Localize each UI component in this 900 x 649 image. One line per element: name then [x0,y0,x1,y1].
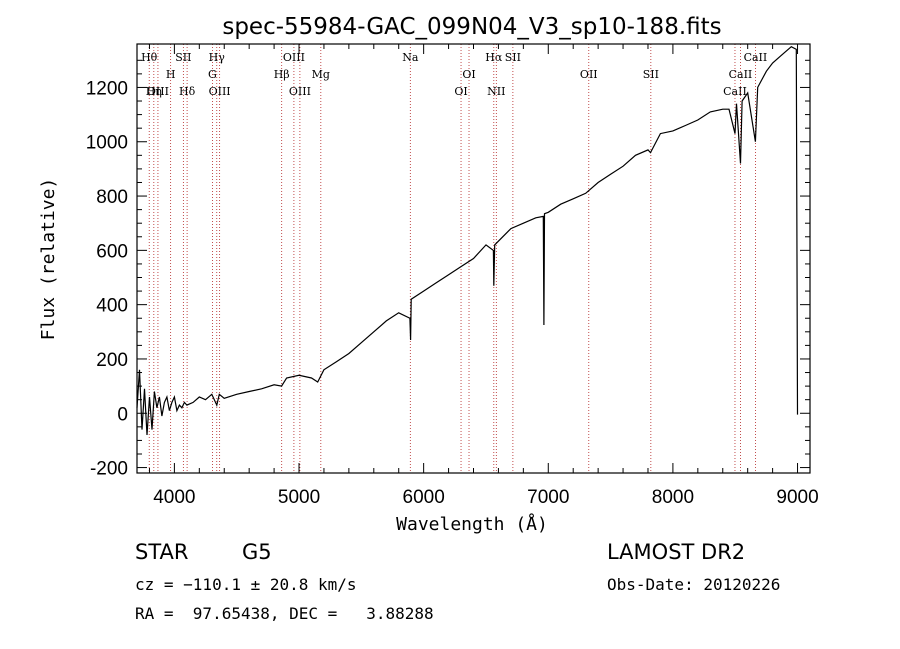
x-axis-label: Wavelength (Å) [396,513,548,535]
line-label: Hδ [179,85,196,98]
line-label: OIII [147,85,169,98]
line-label: SII [643,68,659,81]
line-label: NII [487,85,505,98]
x-tick-label: 9000 [776,487,818,508]
redshift-cz: cz = −110.1 ± 20.8 km/s [135,575,357,594]
y-tick-label: 1000 [86,133,128,154]
y-tick-label: 200 [96,350,128,371]
line-label: CaII [729,68,753,81]
y-tick-label: 0 [117,404,128,425]
line-label: Hη [146,85,162,98]
line-markers: HθHηOIIIHSIIHδHγGOIIIHβOIIIOIIIMgNaOIOIH… [141,44,767,473]
observation-date: Obs-Date: 20120226 [607,575,781,594]
line-label: G [208,68,217,81]
object-subclass: G5 [242,540,272,564]
line-label: Hθ [141,51,158,64]
line-label: Hβ [274,68,290,81]
object-class: STAR [135,540,189,564]
line-label: Hγ [209,51,226,64]
x-tick-label: 7000 [527,487,569,508]
x-axis: 4000 5000 6000 7000 8000 9000 [148,44,819,508]
y-axis-label: Flux (relative) [38,178,59,341]
line-label: OIII [289,85,311,98]
x-tick-label: 8000 [652,487,694,508]
y-tick-label: 800 [96,187,128,208]
line-label: Hα [485,51,503,64]
line-label: OI [454,85,467,98]
y-tick-label: 1200 [86,78,128,99]
y-tick-label: 400 [96,296,128,317]
y-tick-label: -200 [90,459,128,480]
line-label: OI [462,68,475,81]
line-label: H [166,68,176,81]
x-tick-label: 4000 [153,487,195,508]
y-tick-label: 600 [96,241,128,262]
line-label: Mg [312,68,330,81]
spectrum-line [136,45,799,436]
line-label: OIII [209,85,231,98]
line-label: CaII [744,51,768,64]
survey-name: LAMOST DR2 [607,540,746,564]
x-tick-label: 5000 [278,487,320,508]
line-label: Na [402,51,419,64]
line-label: OII [580,68,598,81]
line-label: OIII [283,51,305,64]
line-label: CaII [723,85,747,98]
ra-dec-coordinates: RA = 97.65438, DEC = 3.88288 [135,604,434,623]
y-axis: -200 0 200 400 600 800 1000 1200 [86,59,810,480]
line-label: SII [175,51,191,64]
chart-title: spec-55984-GAC_099N04_V3_sp10-188.fits [222,14,721,40]
x-tick-label: 6000 [403,487,445,508]
line-label: SII [505,51,521,64]
